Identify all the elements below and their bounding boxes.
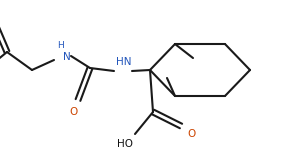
Text: O: O bbox=[69, 107, 77, 117]
Text: HO: HO bbox=[117, 139, 133, 147]
Text: H: H bbox=[57, 41, 63, 51]
Text: HN: HN bbox=[116, 57, 132, 67]
Text: O: O bbox=[187, 129, 195, 139]
Text: N: N bbox=[63, 52, 71, 62]
